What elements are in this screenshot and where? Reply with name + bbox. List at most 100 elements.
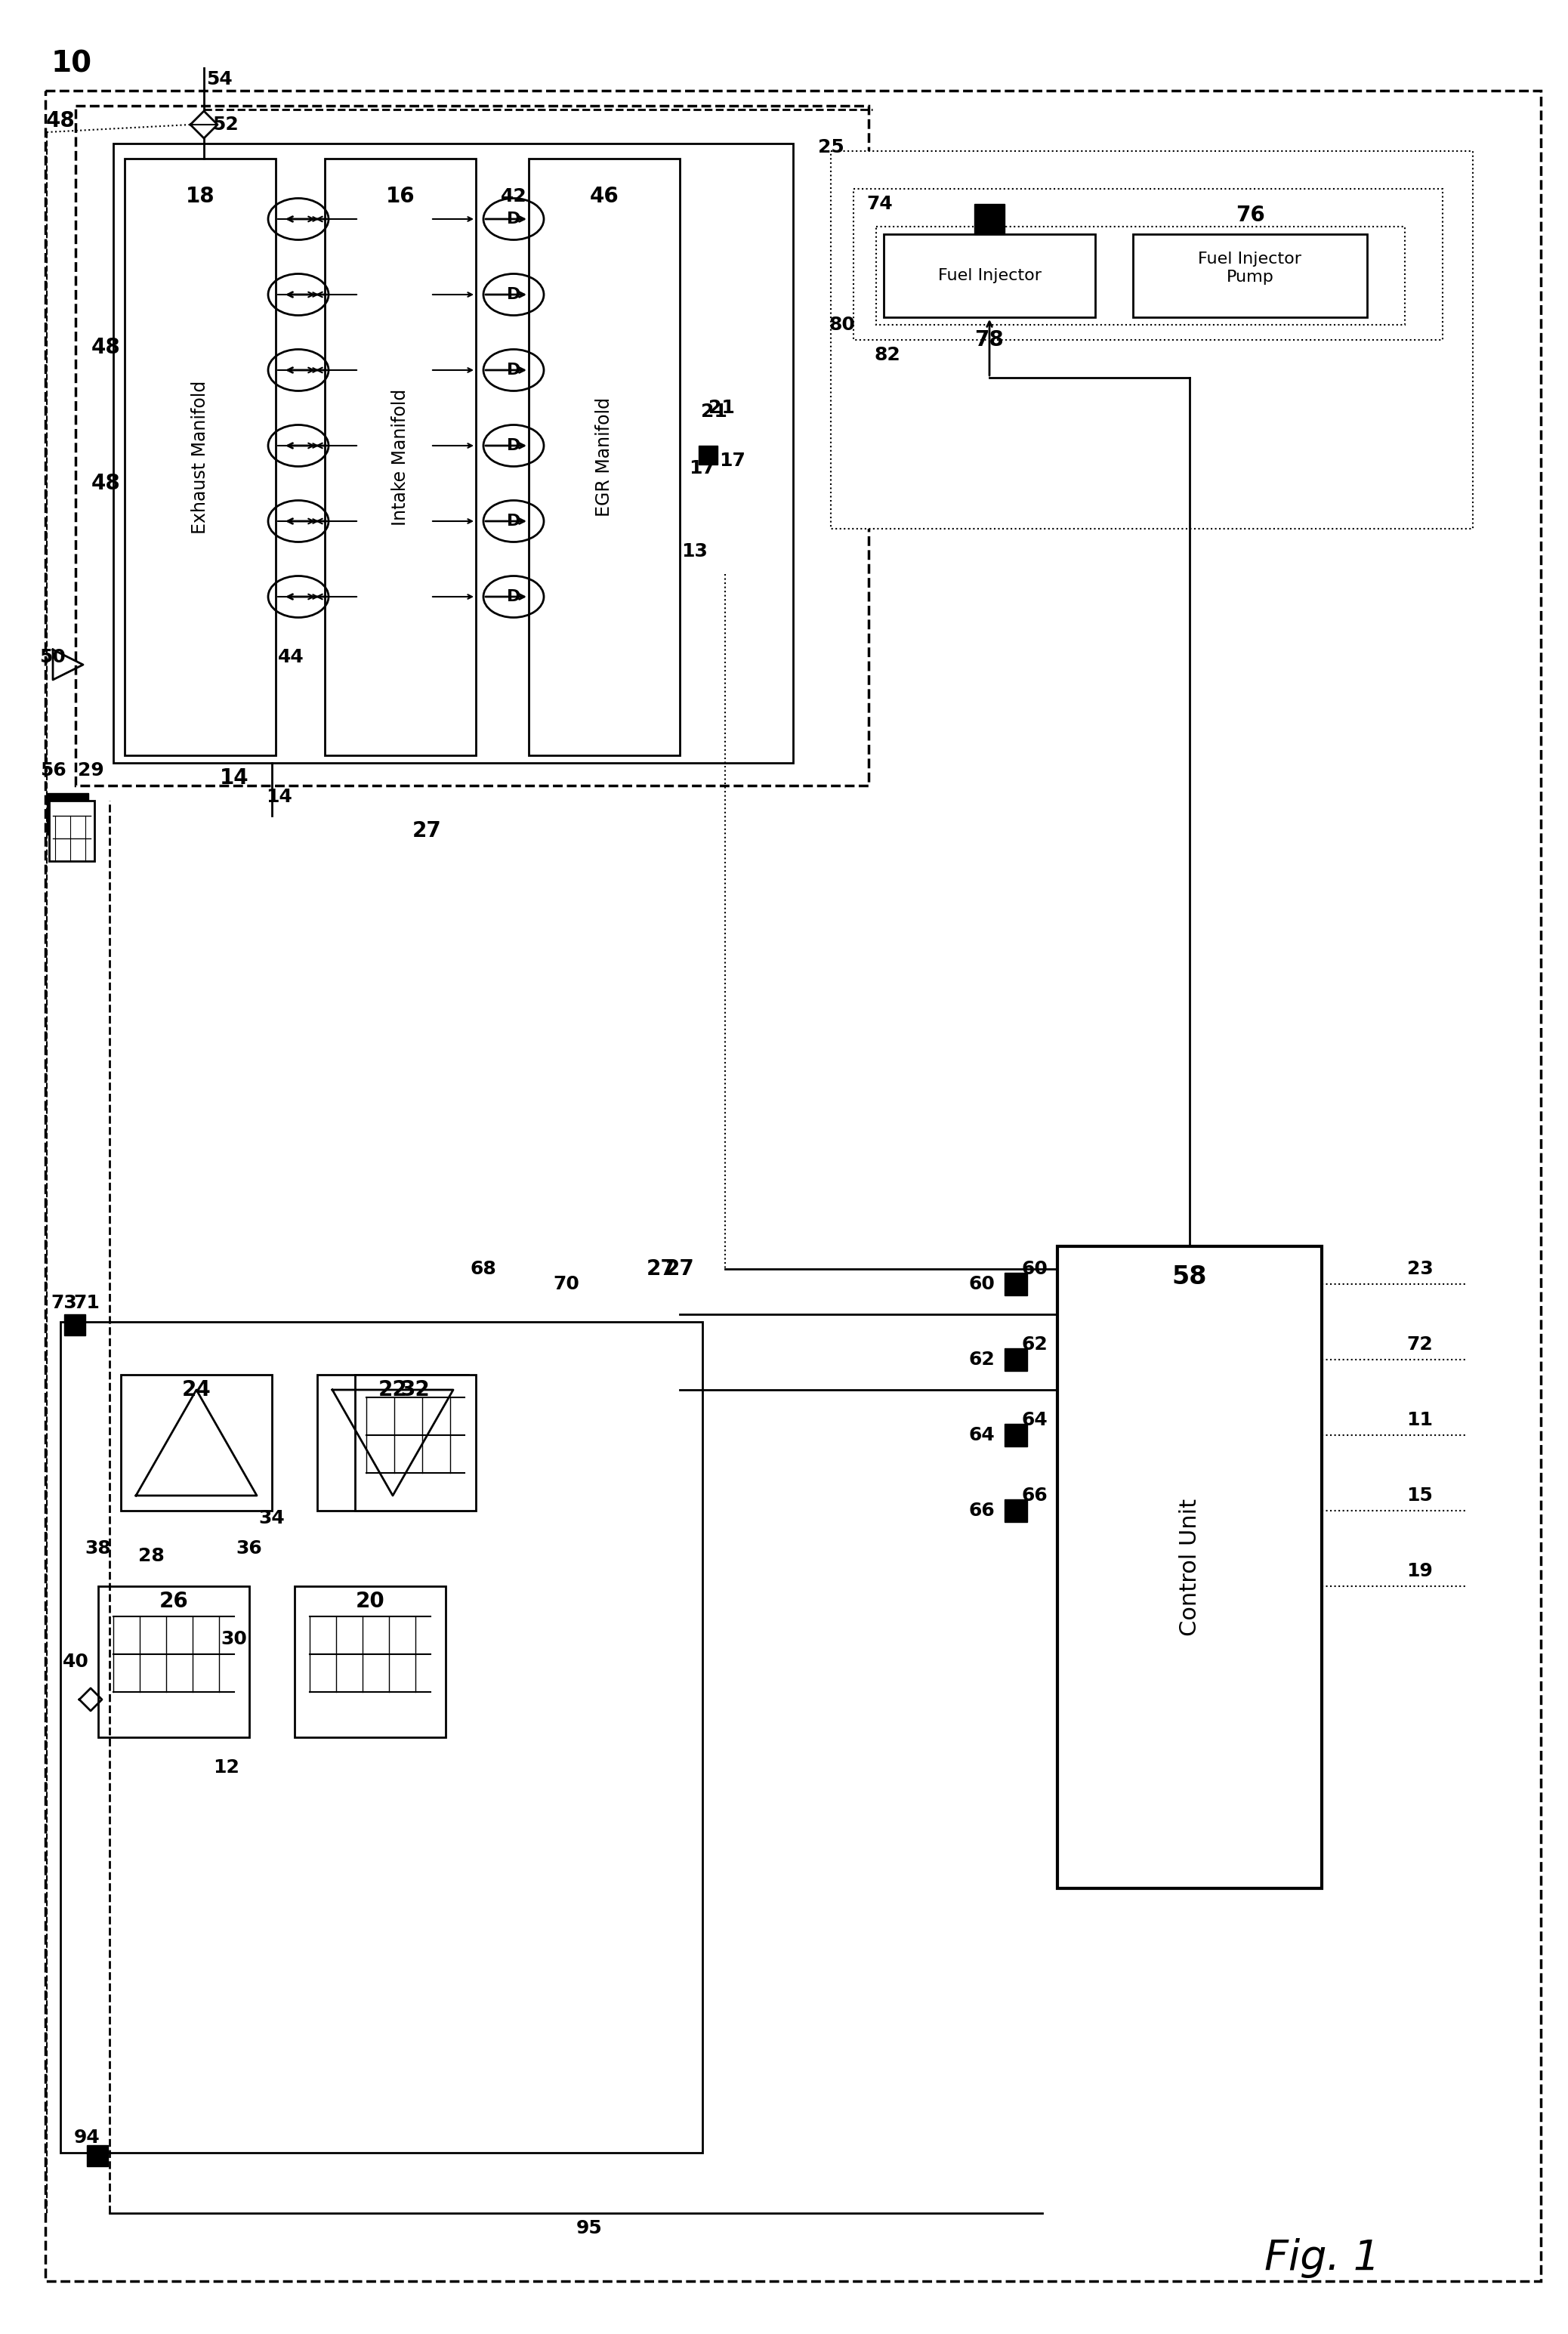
Text: 18: 18: [185, 187, 215, 208]
Bar: [113, 142, 793, 763]
Text: 73: 73: [52, 1293, 77, 1312]
Bar: [1057, 1246, 1322, 1888]
Text: 34: 34: [259, 1510, 285, 1526]
Text: 10: 10: [52, 49, 93, 79]
Text: 28: 28: [138, 1547, 165, 1566]
Text: 76: 76: [1236, 205, 1265, 226]
Bar: [1134, 233, 1367, 317]
Text: 72: 72: [1406, 1335, 1433, 1354]
Text: 44: 44: [278, 649, 304, 665]
Text: 32: 32: [401, 1379, 430, 1400]
Text: 14: 14: [267, 789, 293, 805]
Text: 13: 13: [682, 541, 709, 560]
Bar: [354, 1375, 475, 1510]
Text: 27: 27: [412, 819, 441, 843]
Text: 64: 64: [1022, 1412, 1047, 1428]
Bar: [1005, 1498, 1027, 1522]
Text: 22: 22: [378, 1379, 408, 1400]
Text: 48: 48: [91, 474, 121, 495]
Text: 68: 68: [470, 1260, 497, 1279]
Bar: [47, 794, 88, 836]
Text: 23: 23: [1406, 1260, 1433, 1279]
Text: 80: 80: [829, 315, 855, 334]
Text: 46: 46: [590, 187, 619, 208]
Bar: [75, 105, 869, 787]
Bar: [974, 203, 1005, 233]
Text: D: D: [506, 588, 521, 605]
Text: 17: 17: [690, 460, 715, 478]
Text: 62: 62: [969, 1351, 996, 1368]
Text: 26: 26: [158, 1592, 188, 1613]
Text: 66: 66: [969, 1501, 996, 1519]
Text: Fuel Injector: Fuel Injector: [938, 268, 1041, 282]
Bar: [317, 1375, 469, 1510]
Text: 71: 71: [74, 1293, 100, 1312]
Text: 27: 27: [665, 1258, 695, 1279]
Text: D: D: [506, 513, 521, 530]
Text: D: D: [506, 439, 521, 453]
Text: 58: 58: [1171, 1265, 1207, 1288]
Text: 54: 54: [205, 70, 232, 89]
Text: 19: 19: [1406, 1561, 1433, 1580]
Text: 29: 29: [77, 761, 103, 780]
Bar: [49, 801, 94, 861]
Text: D: D: [506, 212, 521, 226]
Text: 66: 66: [1022, 1487, 1047, 1505]
Bar: [831, 152, 1472, 530]
Bar: [1005, 1349, 1027, 1370]
Text: D: D: [506, 287, 521, 301]
Text: 56: 56: [39, 761, 66, 780]
Text: Exhaust Manifold: Exhaust Manifold: [191, 380, 209, 534]
Text: 60: 60: [1022, 1260, 1047, 1279]
Bar: [1005, 1424, 1027, 1447]
Text: Control Unit: Control Unit: [1179, 1498, 1201, 1636]
Text: 25: 25: [817, 138, 844, 156]
Text: 52: 52: [212, 117, 238, 133]
Bar: [884, 233, 1094, 317]
Text: D: D: [506, 362, 521, 378]
Bar: [64, 1314, 85, 1335]
Bar: [325, 159, 475, 756]
Text: 50: 50: [39, 649, 66, 665]
Bar: [124, 159, 276, 756]
Text: Fig. 1: Fig. 1: [1264, 2238, 1380, 2278]
Text: 30: 30: [221, 1629, 248, 1648]
Text: 21: 21: [709, 399, 734, 418]
Text: 16: 16: [386, 187, 416, 208]
Text: 15: 15: [1406, 1487, 1433, 1505]
Text: 78: 78: [975, 329, 1004, 350]
Text: 24: 24: [182, 1379, 212, 1400]
Text: 82: 82: [875, 345, 900, 364]
Text: 12: 12: [213, 1758, 240, 1776]
Text: 21: 21: [701, 401, 728, 420]
Text: 14: 14: [220, 768, 249, 789]
Text: Fuel Injector
Pump: Fuel Injector Pump: [1198, 252, 1301, 285]
Bar: [699, 446, 718, 464]
Text: 20: 20: [356, 1592, 384, 1613]
Text: 40: 40: [63, 1652, 89, 1671]
Bar: [121, 1375, 271, 1510]
Bar: [99, 1587, 249, 1736]
Text: 48: 48: [45, 110, 75, 131]
Bar: [1005, 1272, 1027, 1295]
Text: 42: 42: [500, 187, 527, 205]
Text: 17: 17: [720, 453, 746, 469]
Text: 60: 60: [969, 1274, 996, 1293]
Text: EGR Manifold: EGR Manifold: [596, 397, 613, 516]
Text: 95: 95: [575, 2220, 602, 2238]
Text: Intake Manifold: Intake Manifold: [392, 387, 409, 525]
Bar: [877, 226, 1405, 324]
Bar: [61, 1321, 702, 2152]
Text: 48: 48: [91, 336, 121, 357]
Text: 27: 27: [646, 1258, 676, 1279]
Bar: [295, 1587, 445, 1736]
Text: 11: 11: [1406, 1412, 1433, 1428]
Text: 94: 94: [74, 2129, 100, 2147]
Text: 36: 36: [237, 1540, 262, 1557]
Bar: [86, 2145, 108, 2166]
Text: 64: 64: [969, 1426, 996, 1445]
Bar: [853, 189, 1443, 341]
Bar: [528, 159, 681, 756]
Text: 38: 38: [85, 1540, 111, 1557]
Text: 74: 74: [867, 194, 894, 212]
